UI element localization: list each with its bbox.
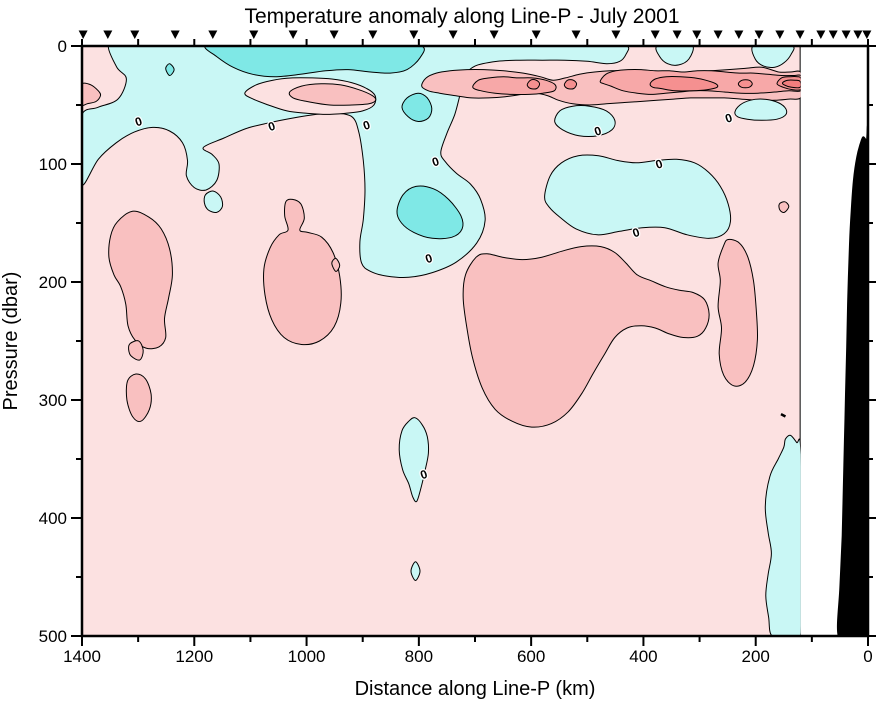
region-cool-blob-center-shallow (554, 105, 616, 137)
region-warm-core2-d (737, 79, 753, 89)
station-marker-triangle (170, 30, 180, 39)
station-marker-triangle (489, 30, 499, 39)
station-marker-triangle (288, 30, 298, 39)
region-cool-speck-left (203, 190, 224, 214)
station-marker-triangle (734, 30, 744, 39)
station-marker-triangle (692, 30, 702, 39)
x-tick-label: 600 (517, 647, 545, 666)
region-warm-blob-left-mid (108, 210, 173, 350)
chart-title: Temperature anomaly along Line-P - July … (244, 5, 679, 28)
region-cool-patch-surface-b (751, 46, 795, 68)
station-marker-triangle (754, 30, 764, 39)
x-tick-label: 1000 (288, 647, 326, 666)
station-marker-triangle (775, 30, 785, 39)
station-marker-triangle (816, 30, 826, 39)
region-cold-speck-band (165, 63, 175, 76)
station-marker-triangle (448, 30, 458, 39)
station-marker-triangle (862, 30, 872, 39)
y-tick-label: 500 (39, 627, 67, 646)
region-cool-patch-surface-a (655, 46, 694, 66)
region-warm-blob-central-deep (462, 245, 710, 428)
station-marker-triangle (795, 30, 805, 39)
contour-field (82, 46, 801, 636)
station-marker-triangle (841, 30, 851, 39)
region-cold-core-lower (396, 185, 464, 240)
x-tick-label: 0 (863, 647, 872, 666)
station-marker-triangle (409, 30, 419, 39)
station-marker-triangle (828, 30, 838, 39)
station-marker-triangle (531, 30, 541, 39)
station-marker-triangle (368, 30, 378, 39)
station-marker-triangle (208, 30, 218, 39)
x-tick-label: 800 (405, 647, 433, 666)
axis-ticks: 1400 1200 1000 800 600 400 200 0 0 100 200 300 400 50… (39, 37, 876, 666)
region-cool-speck-deep (410, 561, 421, 582)
region-cool-patch-shallow-c (734, 98, 788, 121)
plot-render-layer: 1400 1200 1000 800 600 400 200 0 0 100 200 300 400 50… (39, 30, 876, 666)
region-cool-blob-deep-center (398, 417, 430, 503)
y-tick-label: 300 (39, 391, 67, 410)
region-warm-band-core-west (472, 76, 557, 96)
region-cold-surface-band (204, 46, 425, 78)
region-warm-speck-left-a (128, 340, 144, 361)
region-warm-edge-left (82, 82, 102, 107)
y-tick-label: 400 (39, 509, 67, 528)
y-axis-title: Pressure (dbar) (0, 272, 22, 411)
station-marker-triangle (713, 30, 723, 39)
station-marker-triangle (103, 30, 113, 39)
x-tick-label: 1200 (175, 647, 213, 666)
bathymetry-silhouette (836, 125, 868, 636)
y-tick-label: 0 (58, 37, 67, 56)
x-tick-label: 1400 (63, 647, 101, 666)
region-zero-dash (780, 413, 787, 418)
region-warm-speck-left-b (125, 373, 152, 422)
region-warm-speck-mid (331, 257, 341, 272)
station-marker-triangle (78, 30, 88, 39)
region-warm-core2-c (649, 75, 719, 92)
station-marker-triangle (571, 30, 581, 39)
region-warm-core2-b (563, 79, 578, 90)
station-marker-triangle (249, 30, 259, 39)
region-warm-island-core (288, 83, 377, 106)
y-tick-label: 100 (39, 155, 67, 174)
region-cool-strip-nearshore-deep (764, 434, 801, 636)
region-warm-blob-midleft (263, 198, 342, 346)
station-marker-triangle (611, 30, 621, 39)
region-warm-speck-nearshore (778, 201, 790, 214)
x-tick-label: 400 (629, 647, 657, 666)
station-marker-triangle (853, 30, 863, 39)
y-tick-label: 200 (39, 273, 67, 292)
x-tick-label: 200 (742, 647, 770, 666)
station-marker-triangle (672, 30, 682, 39)
station-marker-triangle (130, 30, 140, 39)
station-markers (78, 30, 872, 39)
x-axis-title: Distance along Line-P (km) (355, 678, 596, 700)
station-marker-triangle (650, 30, 660, 39)
bathymetry-layer (836, 125, 868, 636)
station-marker-triangle (329, 30, 339, 39)
region-warm-blob-nearshore (717, 238, 759, 387)
region-warm-core3 (781, 79, 801, 89)
region-cool-pool-right-mid (544, 154, 732, 239)
region-warm-core2-a (526, 79, 541, 90)
region-cold-core-upper (401, 92, 433, 123)
